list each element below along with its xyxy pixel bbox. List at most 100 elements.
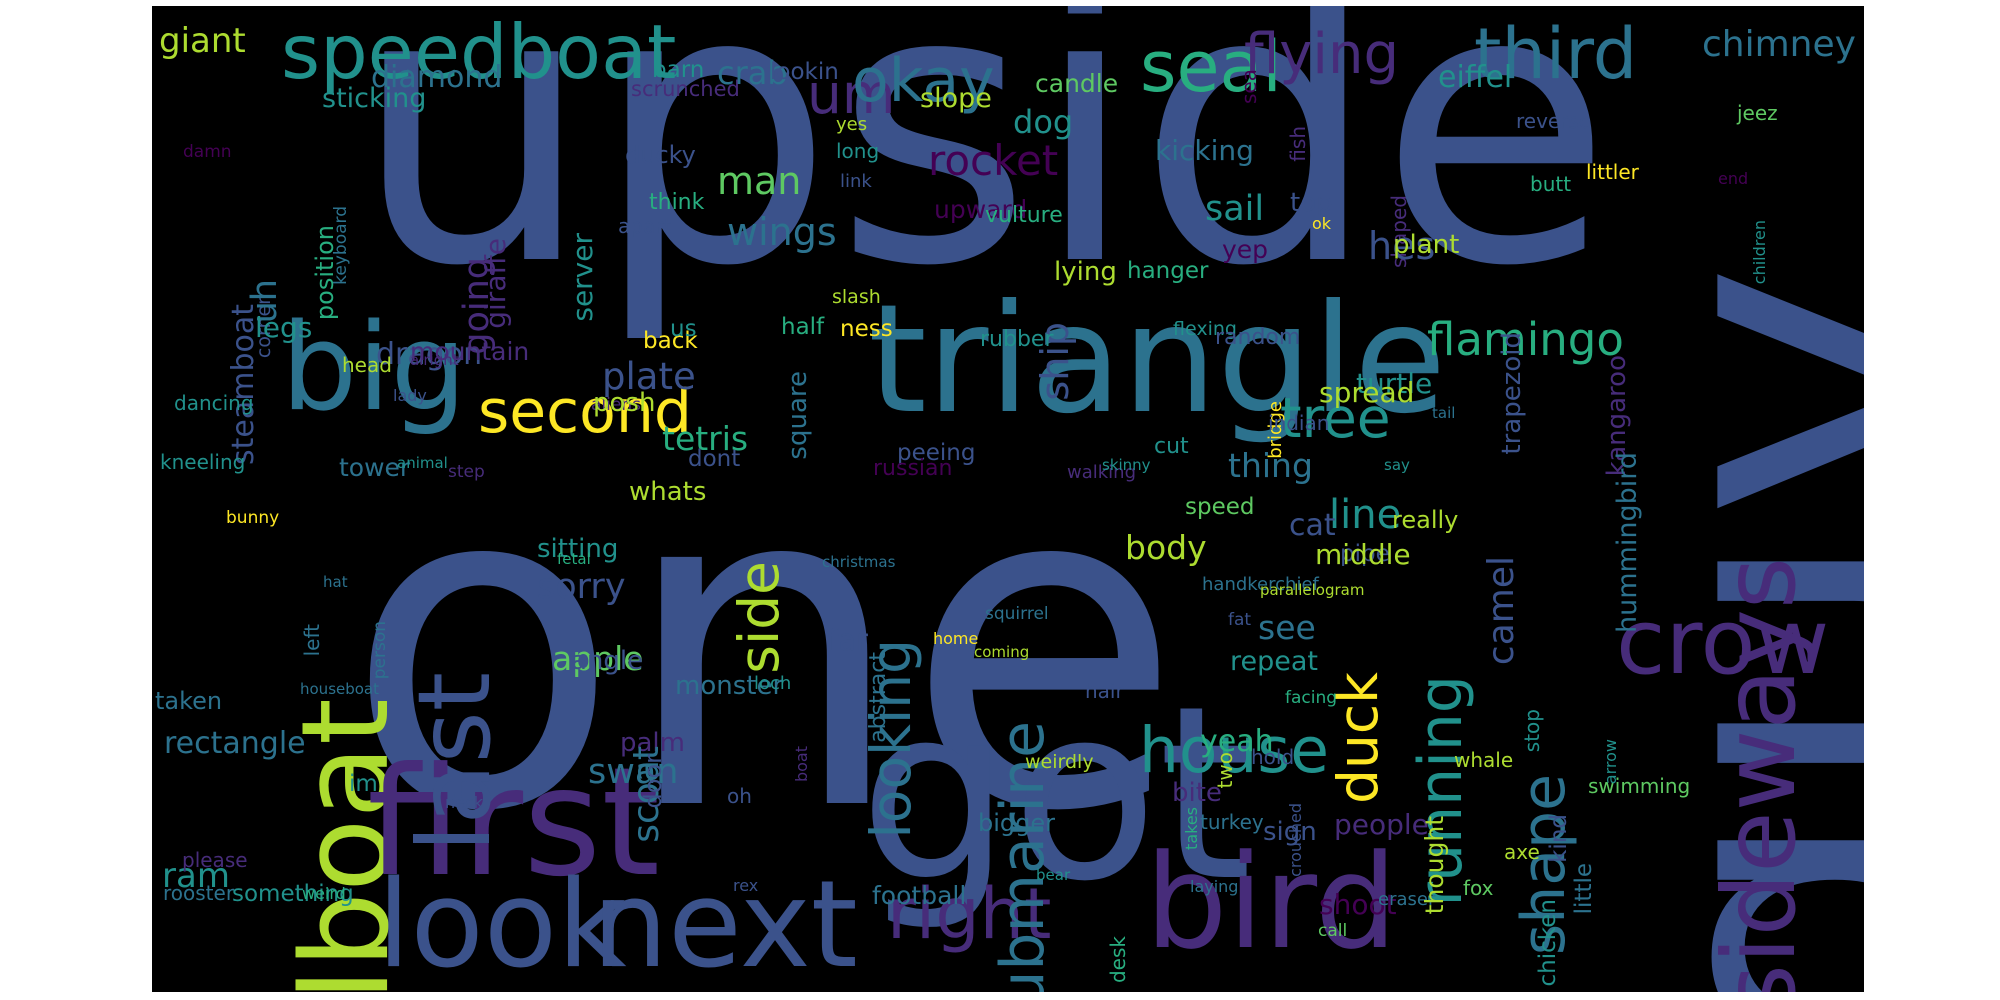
word-speedboat: speedboat	[281, 8, 676, 96]
word-going: going	[457, 257, 497, 355]
word-position: position	[311, 225, 339, 320]
word-desk: desk	[1106, 936, 1130, 983]
word-rooster: rooster	[163, 881, 235, 905]
word-one: one	[345, 386, 1182, 910]
word-lady: lady	[393, 386, 427, 405]
word-sitting: sitting	[537, 534, 618, 564]
word-posh: posh	[593, 388, 655, 418]
word-step: step	[448, 462, 485, 482]
word-handkerchief: handkerchief	[1202, 574, 1320, 595]
word-taken: taken	[155, 687, 222, 715]
word-littler: littler	[1586, 160, 1640, 184]
word-hold: hold	[1251, 745, 1294, 769]
word-slash: slash	[832, 286, 881, 308]
word-damn: damn	[183, 142, 232, 162]
word-rectangle: rectangle	[164, 726, 306, 761]
word-fetal: fetal	[557, 550, 591, 568]
word-okay: okay	[852, 46, 995, 116]
word-yeah: yeah	[1200, 724, 1274, 759]
word-flexing: flexing	[1173, 318, 1237, 340]
word-angle: angle	[571, 646, 643, 676]
word-guy: guy	[1550, 261, 1864, 992]
word-scrunched: scrunched	[631, 77, 740, 101]
word-see: see	[1258, 608, 1316, 647]
word-tree: tree	[1280, 386, 1391, 450]
word-yep: yep	[1222, 235, 1268, 264]
word-first: first	[367, 736, 660, 910]
word-corner: corner	[253, 297, 275, 358]
word-tetris: tetris	[662, 419, 748, 458]
word-bird: bird	[1145, 826, 1397, 978]
word-dog: dog	[1013, 103, 1073, 141]
word-arrow: arrow	[1601, 739, 1620, 784]
word-head: head	[342, 353, 392, 377]
word-submarine: submarine	[988, 721, 1058, 992]
word-mountain: mountain	[410, 337, 529, 366]
word-giraffe: giraffe	[479, 238, 512, 329]
word-hummingbird: hummingbird	[1612, 452, 1643, 633]
word-think: think	[649, 190, 705, 215]
word-chimney: chimney	[1702, 24, 1856, 65]
word-weirdly: weirdly	[1025, 751, 1094, 773]
word-rex: rex	[733, 876, 758, 895]
word-look: look	[377, 856, 627, 992]
word-trapezoid: trapezoid	[1497, 332, 1527, 455]
word-got: got	[859, 654, 1252, 934]
word-shape: shape	[1509, 774, 1579, 955]
word-dancing: dancing	[174, 391, 254, 415]
word-server: server	[566, 233, 599, 322]
word-keyboard: keyboard	[331, 206, 351, 285]
word-hat: hat	[323, 573, 348, 591]
word-lookin: lookin	[770, 59, 839, 85]
word-indian: indian	[1268, 411, 1329, 435]
word-steamboat: steamboat	[226, 304, 261, 465]
word-aliens: aliens	[591, 395, 641, 415]
word-bigger: bigger	[978, 809, 1055, 837]
word-monster: monster	[675, 671, 783, 701]
word-dont: dont	[688, 446, 740, 472]
word-far: far	[828, 623, 868, 657]
word-neck: neck	[445, 793, 484, 812]
word-cloud-canvas: upsideoneguygottrianglesailboatfirstlook…	[155, 6, 1864, 992]
word-rocket: rocket	[928, 136, 1058, 185]
word-next: next	[592, 856, 858, 992]
word-spread: spread	[1319, 376, 1414, 409]
word-coming: coming	[974, 643, 1029, 661]
word-houseboat: houseboat	[300, 680, 379, 698]
word-camel: camel	[1481, 556, 1522, 665]
word-laying: laying	[1190, 877, 1238, 896]
word-duck: duck	[1326, 672, 1390, 804]
word-little: little	[1571, 863, 1597, 914]
word-scoat: scoat	[626, 746, 667, 843]
word-candle: candle	[1035, 69, 1118, 98]
word-diamond: diamond	[371, 60, 502, 95]
word-cloud: upsideoneguygottrianglesailboatfirstlook…	[152, 6, 1864, 992]
word-line: line	[1329, 492, 1401, 538]
word-please: please	[182, 848, 248, 872]
word-really: really	[1392, 506, 1458, 534]
word-axe: axe	[1504, 840, 1540, 864]
word-christmas: christmas	[822, 553, 896, 571]
word-speed: speed	[1185, 494, 1254, 520]
word-loch: loch	[754, 673, 791, 694]
word-half: half	[781, 314, 825, 340]
word-middle: middle	[1315, 538, 1411, 571]
word-tail: tail	[1432, 404, 1455, 422]
word-repeat: repeat	[1230, 646, 1318, 677]
word-end: end	[1718, 169, 1748, 188]
word-flying: flying	[1244, 22, 1399, 87]
word-chicken: chicken	[1535, 899, 1561, 987]
word-hair: hair	[1085, 679, 1124, 703]
word-cat: cat	[1289, 508, 1336, 543]
word-side: side	[727, 561, 791, 674]
word-tower: tower	[339, 453, 411, 482]
word-fat: fat	[1228, 610, 1251, 630]
word-us: us	[670, 316, 697, 342]
word-butt: butt	[1530, 172, 1571, 196]
word-um: um	[807, 62, 895, 126]
word-walking: walking	[1067, 462, 1136, 483]
word-alright: alright	[410, 351, 459, 369]
word-back: back	[643, 328, 698, 354]
word-crab: crab	[717, 54, 788, 92]
word-kind: kind	[1546, 814, 1572, 863]
